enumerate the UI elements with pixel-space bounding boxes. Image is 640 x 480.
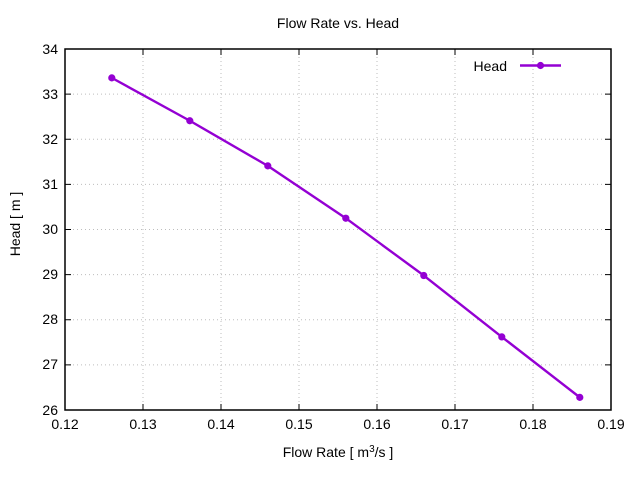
- data-point-marker: [108, 74, 116, 82]
- plot-border: [64, 48, 612, 411]
- x-axis-label-superscript: 3: [369, 444, 375, 455]
- data-point-marker: [186, 117, 194, 125]
- data-point-marker: [420, 271, 428, 280]
- y-axis-label: Head [ m ]: [7, 191, 23, 257]
- data-point-marker: [498, 333, 506, 341]
- legend-label: Head: [473, 58, 507, 74]
- x-axis-label: Flow Rate [ m3/s ]: [65, 444, 611, 463]
- data-point-marker: [264, 162, 272, 170]
- data-point-marker: [342, 214, 350, 222]
- data-point-marker: [576, 393, 584, 401]
- x-axis-label-text: Flow Rate [ m: [282, 444, 370, 460]
- chart-title: Flow Rate vs. Head: [276, 15, 400, 31]
- x-axis-label-unit: /s ]: [374, 444, 394, 460]
- series-line: [110, 76, 581, 399]
- legend-sample-marker: [536, 61, 545, 70]
